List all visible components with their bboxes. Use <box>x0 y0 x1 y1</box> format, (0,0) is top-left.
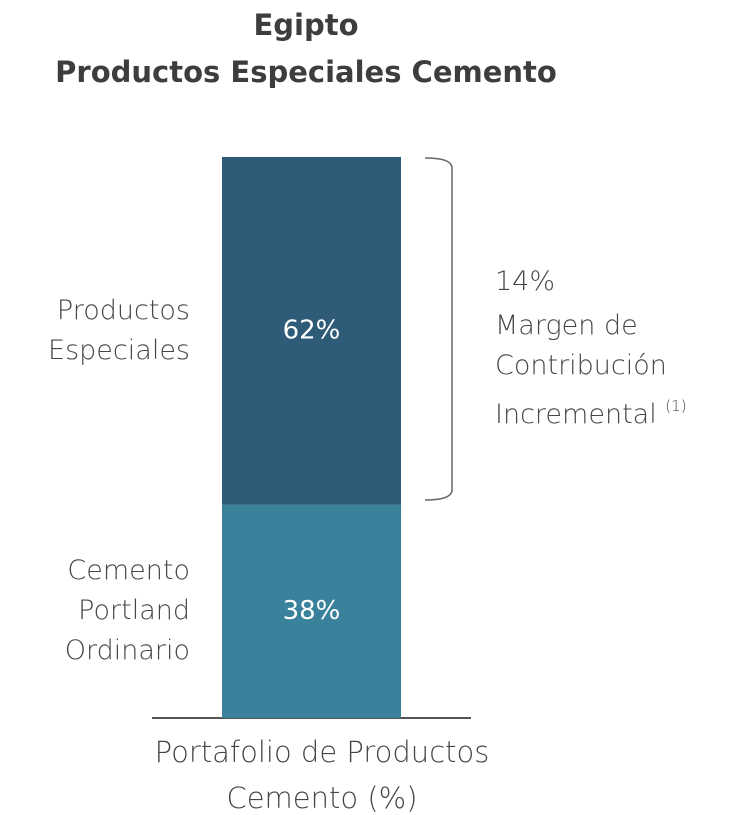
chart-title: Egipto <box>253 8 359 42</box>
data-label: 38% <box>283 596 341 626</box>
x-axis-label: Portafolio de Productos Cemento (%) <box>154 735 490 815</box>
segment-label: Cemento Portland Ordinario <box>64 555 190 667</box>
bracket <box>424 157 453 501</box>
bar-segment <box>222 504 401 718</box>
annotation-note: (1) <box>665 397 687 415</box>
annotation-text: Margen de Contribución Incremental <box>495 310 667 430</box>
data-label: 62% <box>283 315 341 345</box>
annotation-text-wrap: Margen de Contribución Incremental (1) <box>495 306 730 435</box>
segment-label: Productos Especiales <box>48 294 190 366</box>
bar-segment <box>222 157 401 505</box>
annotation: 14% Margen de Contribución Incremental (… <box>495 262 730 435</box>
chart-subtitle: Productos Especiales Cemento <box>55 55 557 89</box>
annotation-value: 14% <box>495 266 556 297</box>
